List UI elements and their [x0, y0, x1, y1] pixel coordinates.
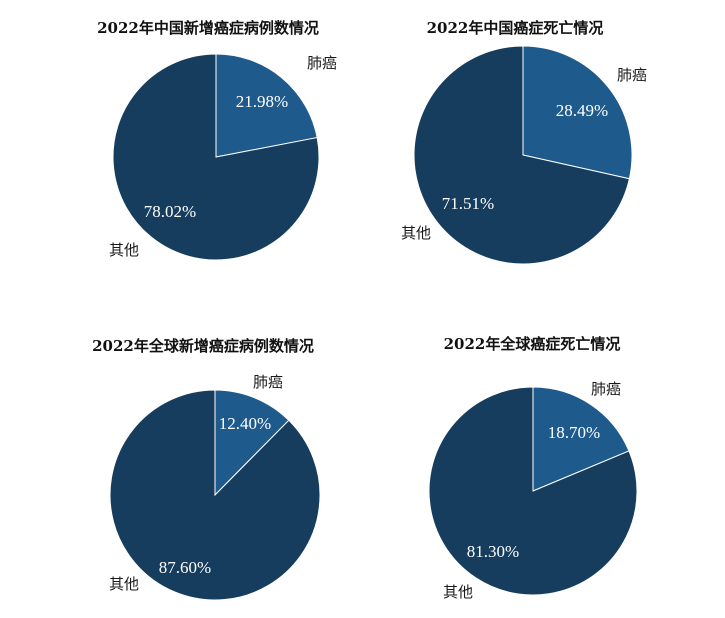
chart-title: 2022年全球新增癌症病例数情况 [92, 337, 314, 355]
pie-slice-lung [214, 389, 290, 497]
pct-label-other: 71.51% [442, 194, 494, 213]
category-label-other: 其他 [109, 575, 139, 593]
pie-slice-other [112, 53, 320, 261]
chart-title: 2022年全球癌症死亡情况 [444, 335, 621, 353]
pie-chart-global-deaths: 2022年全球癌症死亡情况 18.70% 81.30% 肺癌 其他 [428, 335, 638, 601]
pie-slice-other [109, 389, 321, 601]
category-label-other: 其他 [401, 224, 431, 242]
category-label-lung: 肺癌 [617, 66, 647, 84]
category-label-lung: 肺癌 [307, 54, 337, 72]
pie-chart-china-deaths: 2022年中国癌症死亡情况 28.49% 71.51% 肺癌 其他 [401, 19, 647, 265]
category-label-other: 其他 [443, 583, 473, 601]
pct-label-lung: 18.70% [548, 423, 600, 442]
pct-label-lung: 12.40% [219, 414, 271, 433]
pct-label-lung: 28.49% [556, 101, 608, 120]
pie-slice-other [428, 386, 638, 596]
pie-chart-global-new-cases: 2022年全球新增癌症病例数情况 12.40% 87.60% 肺癌 其他 [92, 337, 321, 601]
pct-label-other: 81.30% [467, 542, 519, 561]
pie-slice-lung [522, 45, 633, 180]
pie-chart-china-new-cases: 2022年中国新增癌症病例数情况 21.98% 78.02% 肺癌 其他 [97, 19, 337, 261]
category-label-other: 其他 [109, 241, 139, 259]
pie-slice-other [413, 45, 630, 265]
pct-label-other: 78.02% [144, 202, 196, 221]
chart-title: 2022年中国新增癌症病例数情况 [97, 19, 319, 37]
pct-label-other: 87.60% [159, 558, 211, 577]
pie-slice-lung [215, 53, 318, 158]
category-label-lung: 肺癌 [253, 373, 283, 391]
chart-title: 2022年中国癌症死亡情况 [427, 19, 604, 37]
pct-label-lung: 21.98% [236, 92, 288, 111]
pie-slice-lung [532, 386, 630, 492]
category-label-lung: 肺癌 [591, 380, 621, 398]
